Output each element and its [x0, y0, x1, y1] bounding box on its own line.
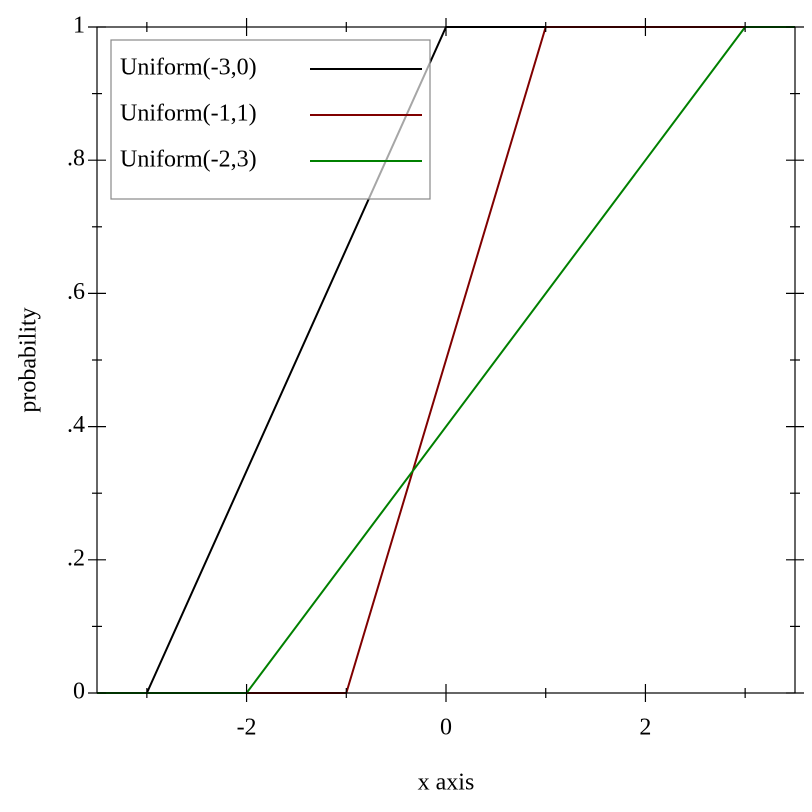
y-tick-label: .4: [67, 412, 85, 438]
legend-label: Uniform(-1,1): [120, 101, 257, 127]
x-axis-label: x axis: [418, 770, 475, 796]
y-tick-label: .8: [67, 146, 85, 172]
legend-label: Uniform(-2,3): [120, 147, 257, 173]
y-axis-label: probability: [16, 307, 42, 412]
legend-box: [110, 39, 431, 200]
x-tick-label: 0: [440, 715, 452, 741]
y-tick-label: .2: [67, 545, 85, 571]
y-tick-label: 1: [73, 13, 85, 39]
x-tick-label: 2: [639, 715, 651, 741]
y-tick-label: 0: [73, 679, 85, 705]
legend-label: Uniform(-3,0): [120, 55, 257, 81]
y-tick-label: .6: [67, 279, 85, 305]
x-tick-label: -2: [237, 715, 257, 741]
